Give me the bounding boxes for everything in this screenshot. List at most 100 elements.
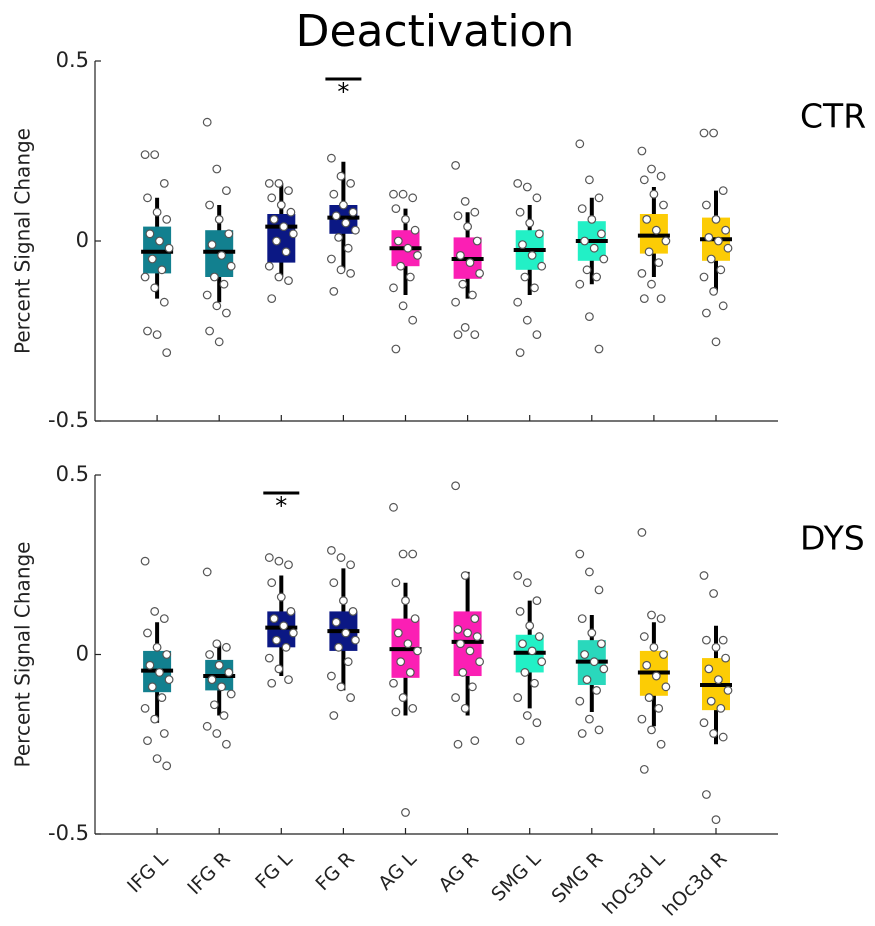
data-point (718, 301, 728, 311)
data-point (644, 247, 654, 257)
data-point (699, 718, 709, 728)
data-point (389, 189, 398, 199)
data-point (212, 729, 222, 738)
data-point (398, 693, 408, 702)
data-point (472, 236, 482, 246)
data-point (143, 736, 152, 746)
data-point (642, 660, 652, 670)
data-point (212, 301, 222, 311)
data-point (656, 294, 666, 304)
x-tick-label: hOc3d R (659, 848, 732, 921)
data-point (398, 549, 408, 559)
data-point (393, 628, 403, 638)
data-point (274, 178, 284, 188)
data-point (162, 650, 172, 659)
data-point (267, 193, 277, 203)
data-point (205, 326, 215, 336)
data-point (396, 657, 406, 667)
data-point (470, 614, 480, 623)
data-point (267, 678, 277, 688)
data-point (718, 635, 728, 645)
data-point (649, 642, 659, 652)
data-point (157, 265, 167, 275)
data-point (518, 639, 527, 649)
data-point (162, 214, 172, 224)
data-point (286, 207, 296, 217)
data-point (410, 225, 420, 235)
x-tick-label: AG R (434, 848, 483, 897)
data-point (276, 200, 286, 210)
data-point (284, 560, 293, 570)
data-point (396, 261, 406, 271)
data-point (401, 808, 410, 817)
data-point (711, 337, 721, 347)
data-point (699, 272, 709, 282)
data-point (585, 312, 594, 322)
data-point (140, 150, 150, 160)
data-point (329, 578, 339, 588)
data-point (721, 653, 730, 663)
data-point (661, 236, 671, 246)
data-point (585, 714, 594, 724)
data-point (460, 196, 470, 206)
data-point (391, 204, 401, 214)
x-tick-label: SMG R (548, 848, 608, 908)
significance-label: * (337, 78, 349, 106)
y-tick-label: 0 (76, 642, 89, 666)
data-point (468, 290, 477, 300)
data-point (159, 297, 169, 307)
data-point (150, 283, 160, 293)
data-point (711, 815, 721, 825)
data-point (405, 272, 415, 282)
data-point (264, 261, 274, 271)
panel-label: DYS (800, 519, 865, 558)
data-point (451, 160, 461, 170)
data-point (217, 250, 227, 260)
data-point (286, 607, 296, 616)
data-point (644, 693, 654, 702)
data-point (408, 193, 418, 203)
data-point (351, 225, 360, 235)
data-point (647, 279, 656, 289)
data-point (702, 635, 711, 645)
data-point (522, 578, 532, 588)
data-point (460, 703, 470, 713)
data-point (575, 549, 585, 559)
data-point (207, 240, 217, 250)
data-point (145, 660, 155, 670)
data-point (472, 632, 482, 641)
data-point (389, 678, 398, 688)
data-point (339, 596, 348, 606)
data-point (515, 736, 525, 746)
data-point (224, 229, 234, 239)
data-point (389, 283, 398, 293)
data-point (143, 628, 152, 638)
data-point (642, 214, 652, 224)
data-point (704, 232, 714, 242)
data-point (219, 279, 229, 289)
data-point (592, 686, 601, 695)
data-point (348, 207, 358, 217)
data-point (336, 553, 346, 562)
data-point (267, 294, 277, 304)
data-point (513, 693, 523, 702)
data-point (140, 272, 150, 282)
data-point (264, 553, 274, 562)
data-point (221, 186, 231, 196)
data-point (637, 714, 647, 724)
data-point (470, 330, 480, 340)
data-point (351, 635, 360, 645)
data-point (723, 243, 733, 253)
data-point (140, 556, 150, 566)
data-point (202, 290, 212, 300)
data-point (537, 657, 547, 667)
data-point (639, 294, 649, 304)
data-point (327, 545, 336, 555)
data-point (706, 254, 716, 264)
data-point (585, 175, 594, 185)
data-point (532, 718, 542, 728)
data-point (580, 236, 589, 246)
data-point (709, 128, 718, 138)
data-point (147, 254, 157, 264)
data-point (475, 269, 485, 278)
